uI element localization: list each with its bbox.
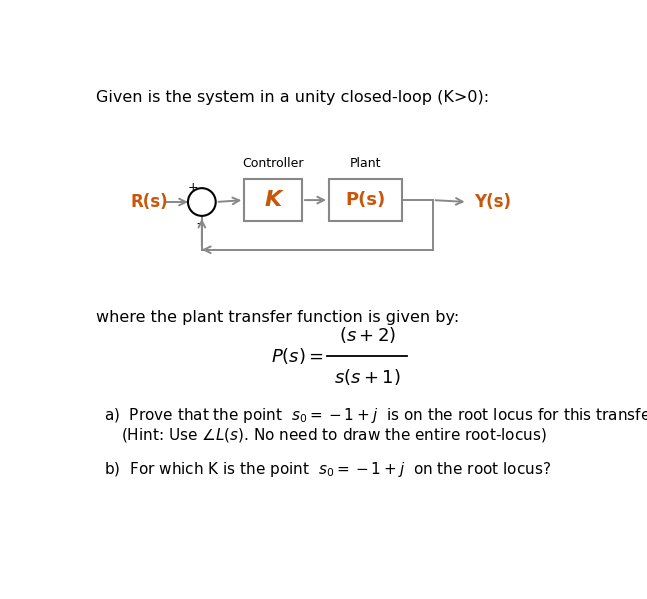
Bar	[329, 179, 402, 221]
Text: +: +	[187, 181, 198, 194]
Text: $s(s+1)$: $s(s+1)$	[334, 367, 400, 387]
Text: b)  For which K is the point  $s_0=-1+j$  on the root locus?: b) For which K is the point $s_0=-1+j$ o…	[104, 460, 551, 479]
Text: Given is the system in a unity closed-loop (K>0):: Given is the system in a unity closed-lo…	[96, 90, 490, 105]
Text: a)  Prove that the point  $s_0=-1+j$  is on the root locus for this transfer fun: a) Prove that the point $s_0=-1+j$ is on…	[104, 406, 647, 425]
Text: Controller: Controller	[243, 157, 304, 170]
Bar	[244, 179, 302, 221]
Text: Plant: Plant	[350, 157, 381, 170]
Text: $(s+2)$: $(s+2)$	[338, 325, 396, 345]
Text: P(s): P(s)	[345, 191, 386, 209]
Text: R(s): R(s)	[130, 193, 168, 211]
Text: $\mathit{P(s)}=$: $\mathit{P(s)}=$	[271, 346, 324, 366]
Text: Y(s): Y(s)	[474, 193, 510, 211]
Text: where the plant transfer function is given by:: where the plant transfer function is giv…	[96, 310, 459, 325]
Text: K: K	[265, 190, 281, 210]
Text: -: -	[196, 217, 201, 231]
Text: (Hint: Use $\angle L(s)$. No need to draw the entire root-locus): (Hint: Use $\angle L(s)$. No need to dra…	[121, 426, 547, 444]
